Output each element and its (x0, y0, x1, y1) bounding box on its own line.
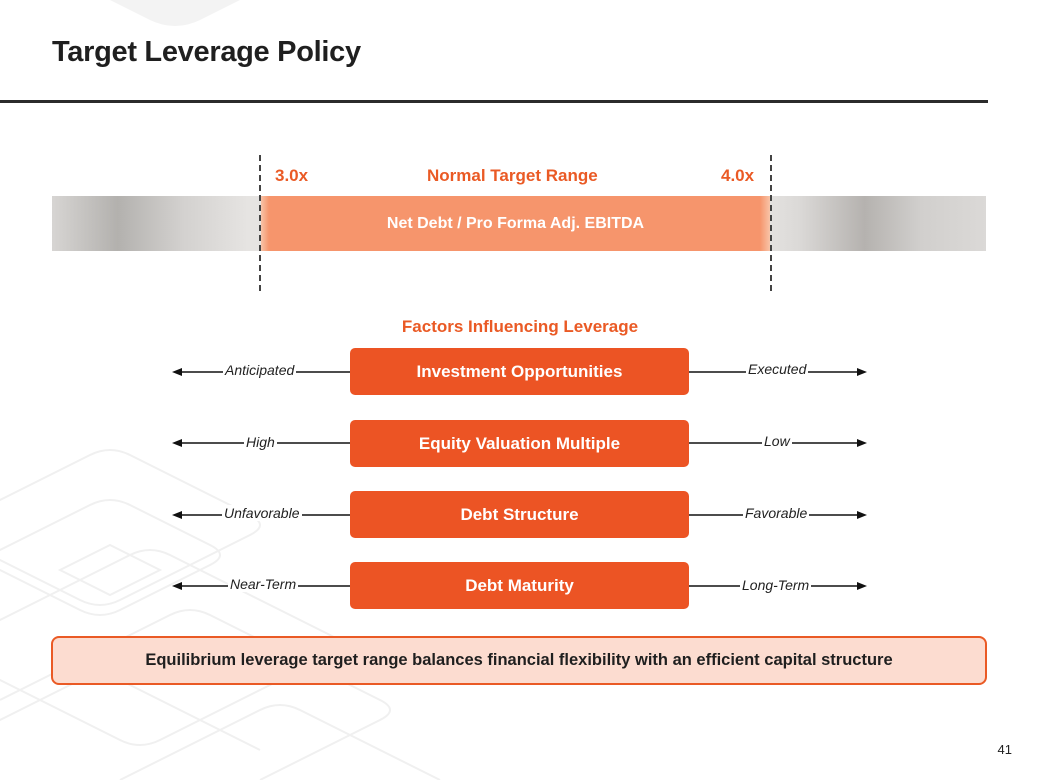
factor-left-label: High (244, 434, 277, 450)
factor-box-debt-structure: Debt Structure (350, 491, 689, 538)
factor-row: High Equity Valuation Multiple Low (0, 420, 1040, 468)
range-high-label: 4.0x (721, 166, 755, 185)
factor-box-equity-valuation-multiple: Equity Valuation Multiple (350, 420, 689, 467)
factor-row: Anticipated Investment Opportunities Exe… (0, 348, 1040, 396)
range-low-marker (259, 155, 261, 291)
summary-callout: Equilibrium leverage target range balanc… (51, 636, 987, 685)
summary-callout-text: Equilibrium leverage target range balanc… (145, 651, 893, 669)
factors-heading: Factors Influencing Leverage (401, 317, 639, 336)
factor-row: Unfavorable Debt Structure Favorable (0, 491, 1040, 539)
range-high-marker (770, 155, 772, 291)
metric-label: Net Debt / Pro Forma Adj. EBITDA (386, 214, 645, 232)
slide-title: Target Leverage Policy (52, 36, 361, 68)
factor-left-label: Near-Term (228, 576, 299, 592)
target-range-band: Net Debt / Pro Forma Adj. EBITDA (261, 196, 770, 251)
factor-box-debt-maturity: Debt Maturity (350, 562, 689, 609)
factor-right-label: Favorable (743, 505, 810, 521)
range-low-label: 3.0x (275, 166, 309, 185)
factor-row: Near-Term Debt Maturity Long-Term (0, 562, 1040, 610)
factor-right-label: Long-Term (740, 577, 812, 593)
title-divider (0, 100, 988, 103)
factor-box-investment-opportunities: Investment Opportunities (350, 348, 689, 395)
factor-right-label: Executed (746, 361, 809, 377)
factor-right-label: Low (762, 433, 792, 449)
page-number: 41 (997, 742, 1012, 757)
factor-left-label: Unfavorable (222, 505, 302, 521)
range-title: Normal Target Range (427, 166, 598, 185)
factor-left-label: Anticipated (223, 362, 297, 378)
